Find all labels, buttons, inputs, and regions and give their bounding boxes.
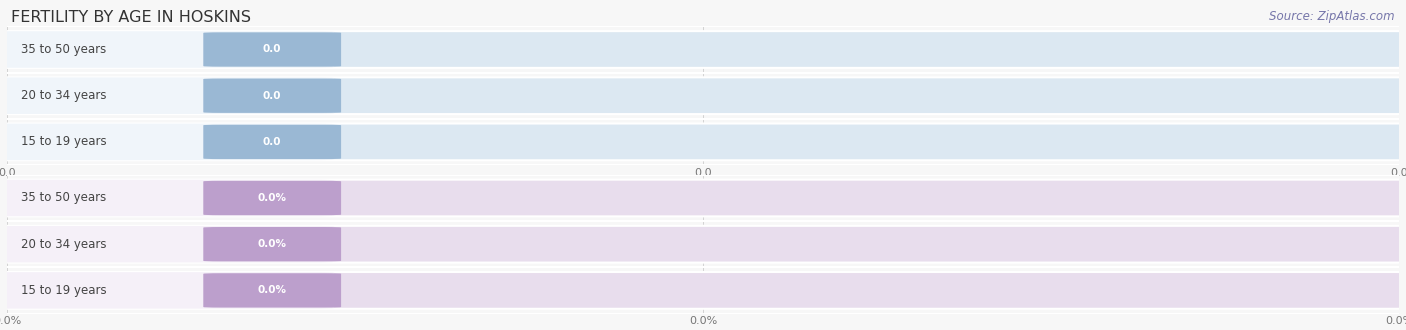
FancyBboxPatch shape xyxy=(0,272,335,309)
FancyBboxPatch shape xyxy=(0,226,335,262)
FancyBboxPatch shape xyxy=(0,124,335,160)
FancyBboxPatch shape xyxy=(0,31,335,68)
Text: 0.0: 0.0 xyxy=(263,137,281,147)
FancyBboxPatch shape xyxy=(0,272,1406,309)
FancyBboxPatch shape xyxy=(204,79,342,113)
Text: 0.0: 0.0 xyxy=(263,45,281,54)
FancyBboxPatch shape xyxy=(0,123,1406,160)
Text: 20 to 34 years: 20 to 34 years xyxy=(21,89,107,102)
Text: 0.0: 0.0 xyxy=(263,91,281,101)
Text: 0.0%: 0.0% xyxy=(257,239,287,249)
Text: 0.0%: 0.0% xyxy=(257,285,287,295)
FancyBboxPatch shape xyxy=(0,180,335,216)
Text: 15 to 19 years: 15 to 19 years xyxy=(21,135,107,148)
Text: 20 to 34 years: 20 to 34 years xyxy=(21,238,107,251)
FancyBboxPatch shape xyxy=(0,226,1406,263)
Text: FERTILITY BY AGE IN HOSKINS: FERTILITY BY AGE IN HOSKINS xyxy=(11,10,252,25)
FancyBboxPatch shape xyxy=(0,77,1406,114)
FancyBboxPatch shape xyxy=(204,125,342,159)
FancyBboxPatch shape xyxy=(0,31,1406,68)
Text: 15 to 19 years: 15 to 19 years xyxy=(21,284,107,297)
Text: 35 to 50 years: 35 to 50 years xyxy=(21,43,107,56)
FancyBboxPatch shape xyxy=(204,181,342,215)
FancyBboxPatch shape xyxy=(0,78,335,114)
FancyBboxPatch shape xyxy=(204,273,342,308)
Text: Source: ZipAtlas.com: Source: ZipAtlas.com xyxy=(1270,10,1395,23)
Text: 35 to 50 years: 35 to 50 years xyxy=(21,191,107,205)
FancyBboxPatch shape xyxy=(204,32,342,67)
FancyBboxPatch shape xyxy=(204,227,342,261)
FancyBboxPatch shape xyxy=(0,180,1406,216)
Text: 0.0%: 0.0% xyxy=(257,193,287,203)
